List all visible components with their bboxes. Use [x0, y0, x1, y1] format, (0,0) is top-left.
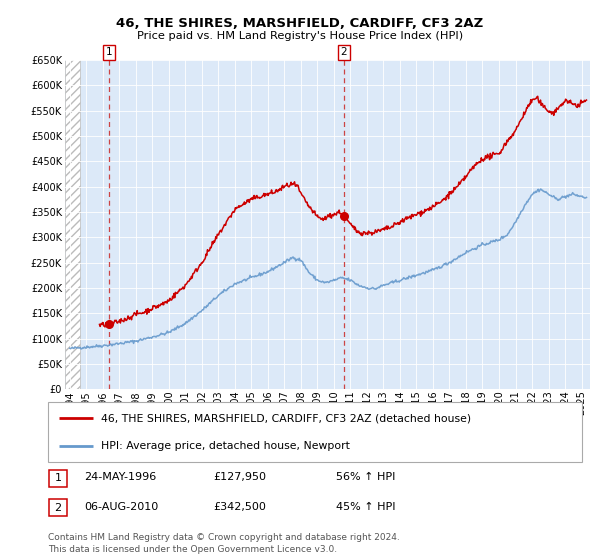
Text: This data is licensed under the Open Government Licence v3.0.: This data is licensed under the Open Gov…	[48, 545, 337, 554]
Text: Price paid vs. HM Land Registry's House Price Index (HPI): Price paid vs. HM Land Registry's House …	[137, 31, 463, 41]
Text: Contains HM Land Registry data © Crown copyright and database right 2024.: Contains HM Land Registry data © Crown c…	[48, 533, 400, 542]
Text: 45% ↑ HPI: 45% ↑ HPI	[336, 502, 395, 512]
Text: 06-AUG-2010: 06-AUG-2010	[84, 502, 158, 512]
Text: 46, THE SHIRES, MARSHFIELD, CARDIFF, CF3 2AZ: 46, THE SHIRES, MARSHFIELD, CARDIFF, CF3…	[116, 17, 484, 30]
Text: 1: 1	[106, 47, 113, 57]
Text: HPI: Average price, detached house, Newport: HPI: Average price, detached house, Newp…	[101, 441, 350, 451]
Text: 2: 2	[55, 503, 61, 513]
FancyBboxPatch shape	[48, 402, 582, 462]
Text: £342,500: £342,500	[213, 502, 266, 512]
FancyBboxPatch shape	[49, 470, 67, 487]
Text: 24-MAY-1996: 24-MAY-1996	[84, 472, 156, 482]
Text: £127,950: £127,950	[213, 472, 266, 482]
Text: 1: 1	[55, 473, 61, 483]
Text: 56% ↑ HPI: 56% ↑ HPI	[336, 472, 395, 482]
FancyBboxPatch shape	[49, 500, 67, 516]
Text: 46, THE SHIRES, MARSHFIELD, CARDIFF, CF3 2AZ (detached house): 46, THE SHIRES, MARSHFIELD, CARDIFF, CF3…	[101, 413, 472, 423]
Text: 2: 2	[340, 47, 347, 57]
